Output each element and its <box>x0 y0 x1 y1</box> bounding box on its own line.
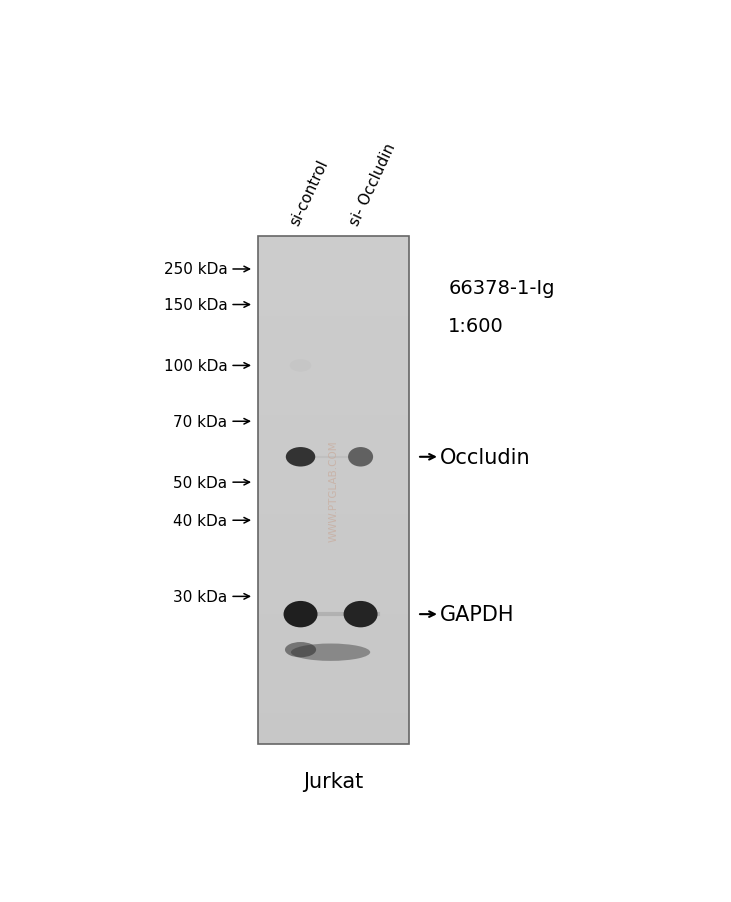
Text: Occludin: Occludin <box>440 447 531 467</box>
Ellipse shape <box>285 642 316 658</box>
Text: 250 kDa: 250 kDa <box>164 262 227 277</box>
Text: GAPDH: GAPDH <box>440 604 515 624</box>
Ellipse shape <box>289 360 311 373</box>
Text: WWW.PTGLAB.COM: WWW.PTGLAB.COM <box>328 439 338 541</box>
Ellipse shape <box>344 602 378 628</box>
Text: 50 kDa: 50 kDa <box>173 475 227 490</box>
Text: si-control: si-control <box>287 158 330 228</box>
Text: 1:600: 1:600 <box>448 317 504 336</box>
Bar <box>259 236 409 744</box>
Text: 40 kDa: 40 kDa <box>173 513 227 529</box>
Text: 30 kDa: 30 kDa <box>173 589 227 604</box>
Text: si- Occludin: si- Occludin <box>347 142 398 228</box>
Ellipse shape <box>286 447 315 467</box>
Ellipse shape <box>284 602 317 628</box>
Text: 100 kDa: 100 kDa <box>164 358 227 373</box>
Ellipse shape <box>348 447 373 467</box>
Text: 70 kDa: 70 kDa <box>173 414 227 429</box>
Text: 150 kDa: 150 kDa <box>164 298 227 313</box>
Text: Jurkat: Jurkat <box>303 771 364 791</box>
Text: 66378-1-Ig: 66378-1-Ig <box>448 279 555 298</box>
Ellipse shape <box>291 644 370 661</box>
